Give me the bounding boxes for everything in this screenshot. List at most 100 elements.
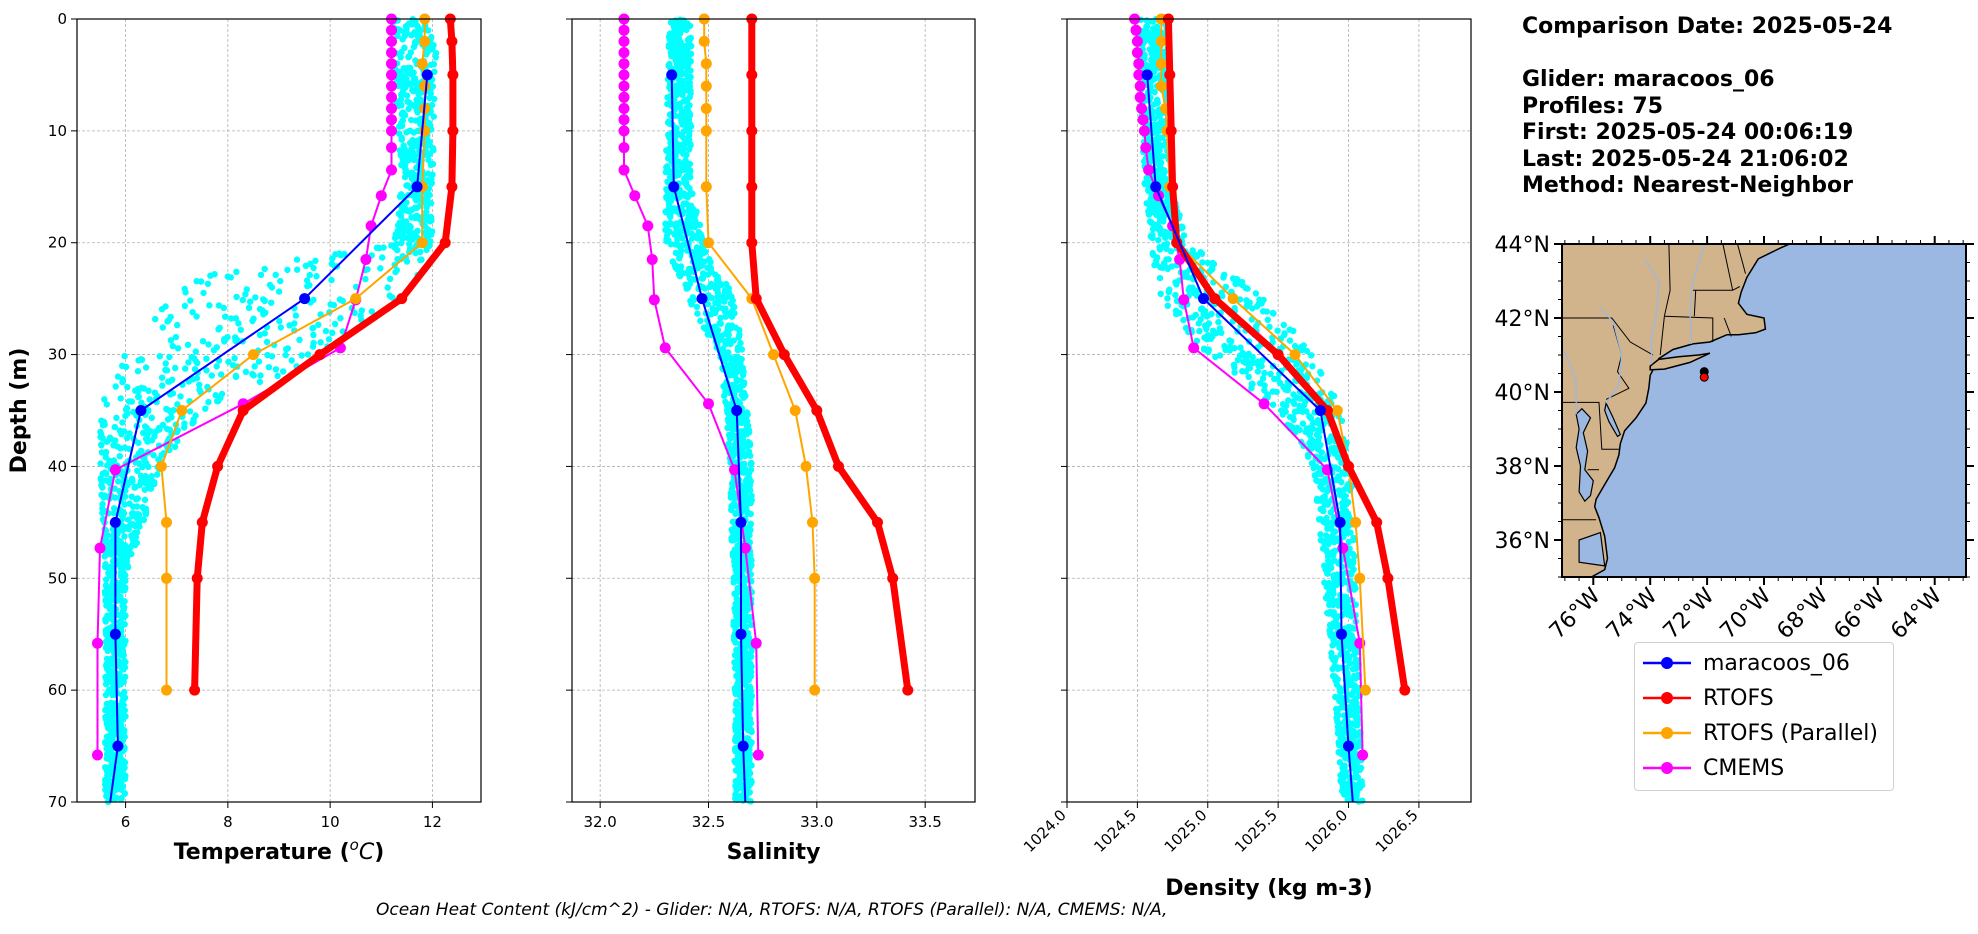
raw-point (426, 119, 433, 127)
raw-point (1156, 217, 1164, 224)
series-point (729, 464, 740, 476)
raw-point (696, 221, 704, 229)
raw-point (205, 398, 212, 406)
lon-tick-label: 68°W (1773, 583, 1834, 644)
raw-point (119, 362, 126, 370)
raw-point (298, 352, 305, 359)
series-point (629, 190, 641, 202)
series-point (1167, 181, 1179, 193)
raw-point (102, 450, 109, 457)
raw-point (1143, 34, 1150, 41)
raw-point (288, 357, 295, 364)
raw-point (425, 156, 432, 164)
series-point (737, 740, 749, 752)
raw-point (731, 546, 738, 553)
series-point (1314, 405, 1326, 416)
raw-point (107, 435, 115, 443)
raw-point (313, 273, 320, 280)
raw-point (103, 733, 111, 740)
raw-point (106, 479, 113, 487)
raw-point (1205, 320, 1213, 327)
raw-point (1264, 392, 1272, 399)
raw-point (207, 272, 214, 279)
series-point (447, 125, 459, 137)
series-rtofs (1162, 13, 1411, 696)
raw-point (730, 575, 737, 582)
raw-point (1321, 562, 1328, 569)
raw-point (1229, 275, 1237, 282)
raw-point (272, 271, 279, 279)
raw-point (680, 49, 688, 56)
series-maracoos-06 (666, 69, 749, 803)
series-point (1165, 125, 1177, 137)
series-point (807, 516, 818, 528)
series-point (247, 349, 259, 361)
raw-point (409, 86, 416, 94)
raw-point (685, 212, 693, 219)
series-point (642, 220, 654, 232)
raw-point (1324, 570, 1331, 577)
series-point (902, 684, 914, 696)
raw-point (119, 575, 127, 582)
raw-point (736, 386, 744, 393)
raw-point (1157, 159, 1165, 166)
raw-point (192, 412, 199, 419)
series-point (416, 237, 428, 249)
raw-point (671, 24, 678, 31)
raw-point (728, 422, 735, 430)
raw-point (199, 338, 207, 345)
series-point (746, 237, 758, 249)
raw-point (1309, 460, 1317, 468)
raw-point (724, 324, 732, 331)
series-point (668, 181, 680, 193)
raw-point (747, 692, 754, 699)
raw-point (733, 785, 741, 792)
raw-point (104, 532, 111, 539)
raw-point (1297, 395, 1304, 402)
raw-point (1189, 284, 1196, 291)
raw-point (719, 305, 726, 312)
raw-point (112, 786, 119, 794)
river (1643, 258, 1660, 365)
raw-point (731, 432, 738, 439)
interp-method: Method: Nearest-Neighbor (1522, 173, 1853, 198)
lon-tick-label: 72°W (1659, 583, 1720, 644)
raw-point (386, 292, 393, 299)
raw-point (154, 471, 161, 478)
x-tick-label: 1026.0 (1302, 806, 1352, 856)
raw-point (688, 235, 696, 242)
series-point (1136, 103, 1148, 114)
raw-point (124, 384, 131, 391)
raw-point (167, 337, 175, 344)
raw-point (1348, 569, 1355, 576)
x-tick-label: 33.5 (908, 813, 941, 831)
raw-point (394, 256, 401, 263)
raw-point (682, 87, 689, 94)
raw-point (1147, 18, 1154, 25)
raw-point (1274, 327, 1281, 334)
raw-point (1199, 259, 1206, 266)
raw-point (1299, 408, 1306, 415)
raw-point (685, 207, 693, 214)
raw-point (230, 362, 237, 369)
raw-point (1355, 731, 1362, 738)
raw-point (690, 250, 698, 257)
raw-point (103, 576, 110, 583)
raw-point (1151, 88, 1158, 96)
raw-point (680, 200, 687, 207)
raw-point (150, 452, 157, 459)
raw-point (232, 372, 240, 380)
raw-point (1203, 325, 1210, 333)
raw-point (1245, 373, 1252, 380)
raw-point (388, 242, 395, 249)
raw-point (1189, 314, 1197, 321)
raw-point (141, 496, 149, 503)
raw-point (1343, 664, 1350, 672)
raw-point (732, 609, 739, 616)
raw-point (394, 246, 401, 254)
series-point (386, 164, 397, 176)
raw-point (112, 383, 119, 390)
series-point (439, 237, 451, 249)
raw-point (1319, 507, 1327, 515)
raw-point (1321, 540, 1328, 547)
